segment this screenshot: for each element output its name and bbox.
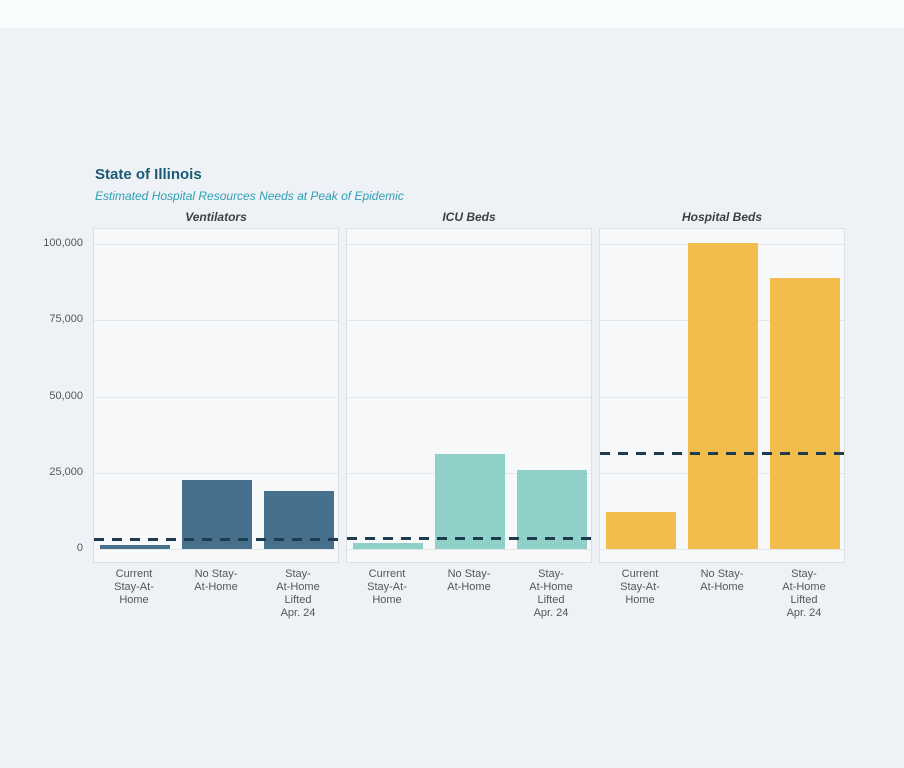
gridline: [94, 244, 338, 246]
panel-icu-beds: [346, 228, 592, 563]
gridline: [600, 548, 844, 550]
capacity-dashed-line: [94, 538, 338, 542]
gridline: [94, 396, 338, 398]
x-axis-tick-label: Stay- At-Home Lifted Apr. 24: [782, 568, 826, 619]
panel-title-ventilators: Ventilators: [185, 210, 247, 224]
bar-current-stay-at-home[interactable]: [353, 542, 423, 549]
x-axis-tick-label: No Stay- At-Home: [194, 568, 238, 593]
gridline: [94, 548, 338, 550]
capacity-dashed-line: [347, 536, 591, 540]
bar-no-stay-at-home[interactable]: [688, 242, 758, 549]
panel-title-hospital-beds: Hospital Beds: [681, 210, 762, 224]
bar-no-stay-at-home[interactable]: [182, 480, 252, 549]
bar-stay-at-home-lifted-apr-24[interactable]: [517, 469, 587, 549]
x-axis-tick-label: No Stay- At-Home: [700, 568, 744, 593]
gridline: [347, 244, 591, 246]
panel-hospital-beds: [599, 228, 845, 563]
y-axis-tick-label: 0: [76, 541, 83, 554]
gridline: [94, 320, 338, 322]
x-axis-tick-label: Current Stay-At- Home: [114, 568, 154, 606]
panel-title-icu-beds: ICU Beds: [442, 210, 496, 224]
capacity-dashed-line: [600, 451, 844, 455]
gridline: [347, 320, 591, 322]
x-axis-tick-label: Stay- At-Home Lifted Apr. 24: [529, 568, 573, 619]
y-axis-tick-label: 100,000: [43, 237, 83, 250]
bar-current-stay-at-home[interactable]: [100, 544, 170, 549]
chart-title: State of Illinois: [95, 166, 202, 183]
x-axis-tick-label: Stay- At-Home Lifted Apr. 24: [276, 568, 320, 619]
x-axis-tick-label: Current Stay-At- Home: [367, 568, 407, 606]
bar-stay-at-home-lifted-apr-24[interactable]: [770, 277, 840, 549]
y-axis-tick-label: 75,000: [49, 313, 83, 326]
chart-subtitle: Estimated Hospital Resources Needs at Pe…: [95, 189, 404, 203]
x-axis-tick-label: No Stay- At-Home: [447, 568, 491, 593]
gridline: [347, 396, 591, 398]
bar-current-stay-at-home[interactable]: [606, 512, 676, 549]
panel-ventilators: [93, 228, 339, 563]
y-axis-tick-label: 25,000: [49, 465, 83, 478]
bar-no-stay-at-home[interactable]: [435, 454, 505, 549]
gridline: [347, 548, 591, 550]
y-axis-tick-label: 50,000: [49, 389, 83, 402]
x-axis-tick-label: Current Stay-At- Home: [620, 568, 660, 606]
gridline: [94, 472, 338, 474]
top-strip: [0, 0, 904, 28]
